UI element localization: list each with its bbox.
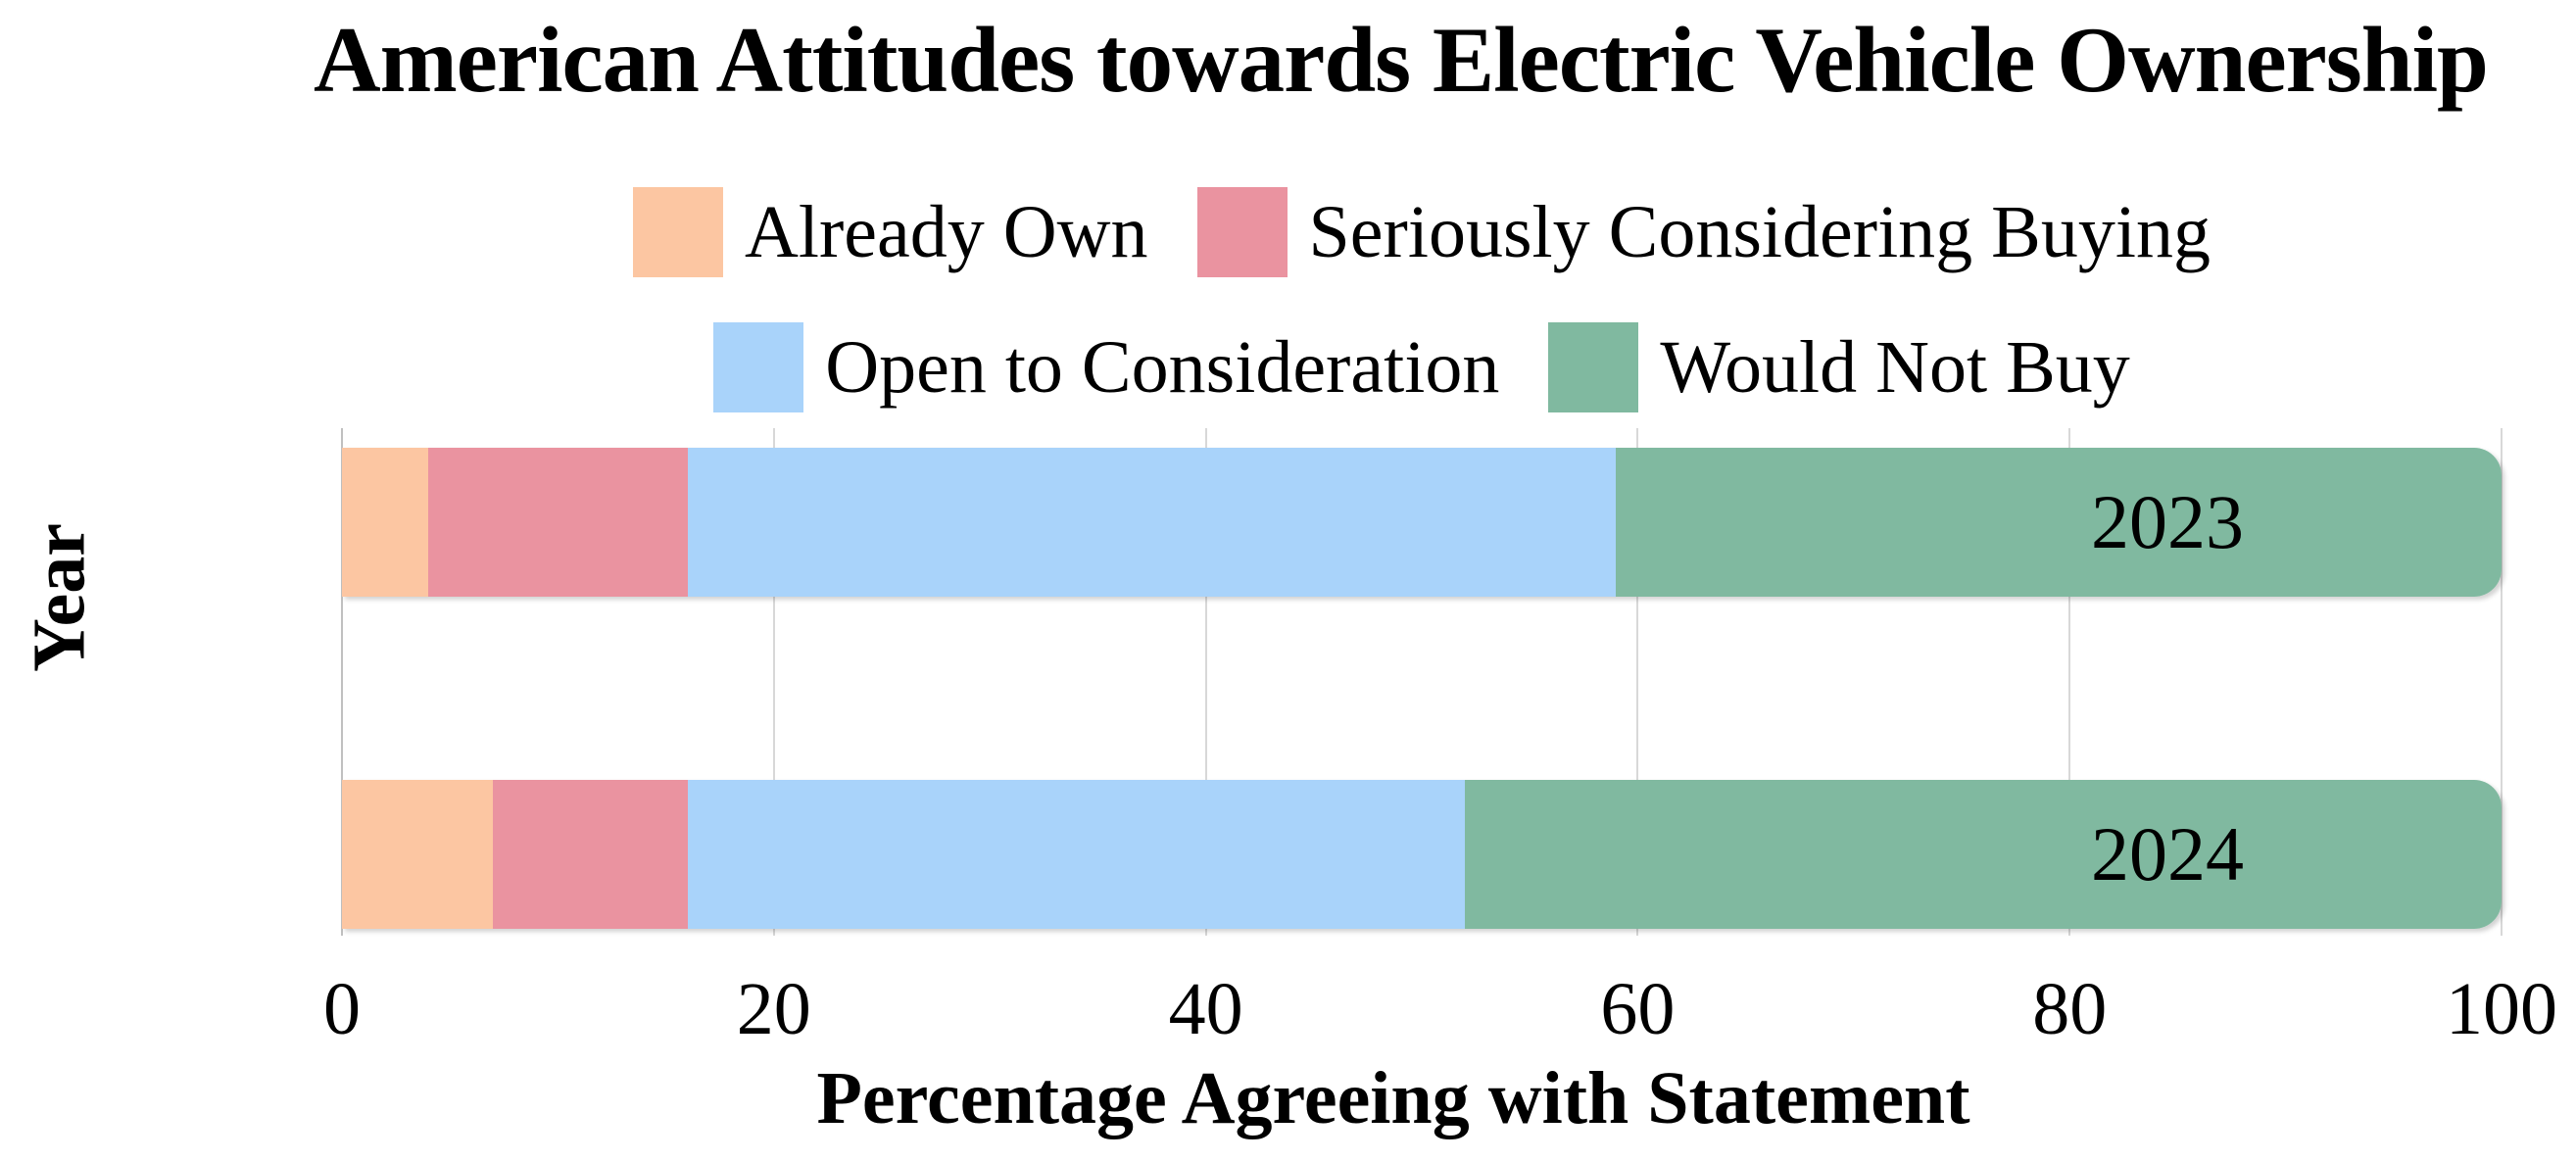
gridline-x-20 — [772, 428, 775, 936]
y-tick-label-2023: 2023 — [2091, 479, 2244, 564]
legend-swatch-open-to-consideration — [713, 322, 804, 412]
legend-swatch-would-not-buy — [1548, 322, 1639, 412]
x-tick-label-40: 40 — [1168, 968, 1243, 1050]
legend-label-already-own: Already Own — [744, 191, 1148, 273]
legend-label-open-to-consideration: Open to Consideration — [825, 326, 1500, 409]
bar-segment-2023-would-not-buy — [1616, 448, 2502, 597]
gridline-x-40 — [1204, 428, 1207, 936]
legend-swatch-seriously-considering-buying — [1196, 187, 1288, 277]
x-tick-label-100: 100 — [2446, 968, 2557, 1050]
bar-2023 — [342, 448, 2502, 597]
x-tick-label-0: 0 — [323, 968, 361, 1050]
chart-title: American Attitudes towards Electric Vehi… — [314, 8, 2489, 112]
legend-row-2: Open to Consideration Would Not Buy — [342, 321, 2502, 413]
x-tick-label-20: 20 — [736, 968, 811, 1050]
gridline-x-0 — [341, 428, 343, 936]
bar-segment-2024-already-own — [342, 780, 494, 929]
x-tick-label-60: 60 — [1600, 968, 1676, 1050]
bar-segment-2024-seriously-considering-buying — [493, 780, 688, 929]
x-tick-label-80: 80 — [2032, 968, 2108, 1050]
legend-item-already-own: Already Own — [632, 187, 1148, 277]
legend-row-1: Already Own Seriously Considering Buying — [342, 186, 2502, 278]
gridline-x-60 — [1636, 428, 1639, 936]
x-axis-label: Percentage Agreeing with Statement — [816, 1057, 1970, 1139]
gridline-x-80 — [2068, 428, 2071, 936]
legend: Already Own Seriously Considering Buying… — [342, 186, 2502, 413]
bar-segment-2024-open-to-consideration — [687, 780, 1466, 929]
gridline-x-100 — [2501, 428, 2503, 936]
legend-item-seriously-considering-buying: Seriously Considering Buying — [1196, 187, 2211, 277]
bar-segment-2023-seriously-considering-buying — [428, 448, 688, 597]
legend-swatch-already-own — [632, 187, 723, 277]
bar-segment-2023-already-own — [342, 448, 429, 597]
legend-item-would-not-buy: Would Not Buy — [1548, 322, 2130, 412]
bar-segment-2023-open-to-consideration — [687, 448, 1617, 597]
bar-2024 — [342, 780, 2502, 929]
legend-label-would-not-buy: Would Not Buy — [1660, 326, 2130, 409]
legend-item-open-to-consideration: Open to Consideration — [713, 322, 1499, 412]
legend-label-seriously-considering-buying: Seriously Considering Buying — [1308, 191, 2211, 273]
y-axis-label: Year — [18, 523, 101, 672]
y-tick-label-2024: 2024 — [2091, 811, 2244, 896]
bar-segment-2024-would-not-buy — [1465, 780, 2502, 929]
